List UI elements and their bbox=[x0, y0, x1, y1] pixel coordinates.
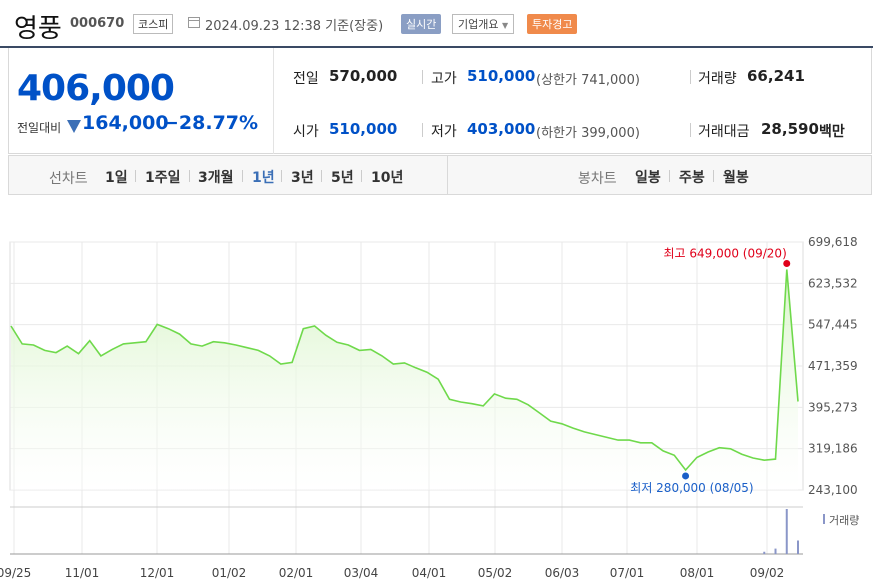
trade-amount-value: 28,590 bbox=[761, 120, 819, 138]
change-amount: 164,000 bbox=[82, 112, 169, 134]
trade-amount-unit: 백만 bbox=[819, 124, 845, 140]
x-tick-label: 06/03 bbox=[545, 566, 580, 580]
volume-bar bbox=[763, 551, 766, 554]
change-percent: −28.77% bbox=[163, 112, 259, 134]
volume-legend-swatch bbox=[823, 514, 825, 524]
company-overview-dropdown[interactable]: 기업개요 ▼ bbox=[452, 14, 515, 34]
price-line bbox=[10, 269, 799, 472]
line-chart-label: 선차트 bbox=[49, 171, 88, 187]
y-tick-label: 243,100 bbox=[808, 483, 858, 497]
stock-name: 영풍 bbox=[14, 14, 62, 44]
chevron-down-icon: ▼ bbox=[501, 21, 509, 30]
divider bbox=[422, 70, 423, 84]
x-tick-label: 11/01 bbox=[65, 566, 100, 580]
down-arrow-icon bbox=[67, 120, 81, 133]
market-badge: 코스피 bbox=[133, 14, 174, 34]
divider bbox=[713, 170, 714, 182]
x-tick-label: 01/02 bbox=[212, 566, 247, 580]
period-3m[interactable]: 3개월 bbox=[198, 170, 234, 186]
min-label: 최저 280,000 (08/05) bbox=[630, 481, 753, 495]
period-5y[interactable]: 5년 bbox=[331, 170, 354, 186]
x-tick-label: 09/02 bbox=[750, 566, 785, 580]
volume-label: 거래량 bbox=[698, 71, 737, 87]
trade-amount-label: 거래대금 bbox=[698, 124, 750, 140]
divider bbox=[690, 123, 691, 137]
divider bbox=[135, 170, 136, 182]
high-label: 고가 bbox=[431, 71, 457, 87]
price-chart: 09/25 11/01 12/01 01/02 02/01 03/04 04/01 05/02… bbox=[0, 235, 859, 580]
divider bbox=[242, 170, 243, 182]
prev-close-label: 전일 bbox=[293, 71, 319, 87]
candle-selector: 봉차트 일봉 주봉 월봉 bbox=[447, 156, 873, 194]
divider bbox=[669, 170, 670, 182]
max-marker bbox=[783, 259, 791, 267]
candle-chart-label: 봉차트 bbox=[578, 171, 617, 187]
candle-daily[interactable]: 일봉 bbox=[635, 170, 661, 186]
divider bbox=[690, 70, 691, 84]
candle-weekly[interactable]: 주봉 bbox=[679, 170, 705, 186]
period-selector: 선차트 1일 1주일 3개월 1년 3년 5년 10년 봉차트 일봉 주봉 월봉 bbox=[8, 155, 872, 195]
high-value: 510,000 bbox=[467, 67, 536, 85]
quote-panel: 406,000 전일대비 164,000 −28.77% 전일 570,000 … bbox=[8, 48, 872, 154]
open-label: 시가 bbox=[293, 124, 319, 140]
stock-header: 영풍 000670 코스피 2024.09.23 12:38 기준(장중) 실시… bbox=[0, 0, 873, 48]
y-tick-label: 699,618 bbox=[808, 235, 858, 249]
divider bbox=[281, 170, 282, 182]
period-10y[interactable]: 10년 bbox=[371, 170, 404, 186]
quote-datetime: 2024.09.23 12:38 기준(장중) bbox=[205, 19, 384, 34]
x-tick-label: 02/01 bbox=[279, 566, 314, 580]
y-tick-label: 471,359 bbox=[808, 359, 858, 373]
realtime-button[interactable]: 실시간 bbox=[401, 14, 442, 34]
prev-close-value: 570,000 bbox=[329, 67, 398, 85]
low-label: 저가 bbox=[431, 124, 457, 140]
y-tick-label: 395,273 bbox=[808, 400, 858, 414]
x-tick-label: 07/01 bbox=[610, 566, 645, 580]
price-summary: 406,000 전일대비 164,000 −28.77% bbox=[9, 48, 274, 154]
x-tick-label: 03/04 bbox=[344, 566, 379, 580]
volume-bar bbox=[785, 509, 788, 554]
low-value: 403,000 bbox=[467, 120, 536, 138]
max-label: 최고 649,000 (09/20) bbox=[663, 246, 786, 260]
volume-value: 66,241 bbox=[747, 67, 805, 85]
upper-limit: (상한가 741,000) bbox=[536, 73, 640, 88]
open-value: 510,000 bbox=[329, 120, 398, 138]
calendar-icon bbox=[188, 17, 200, 28]
candle-monthly[interactable]: 월봉 bbox=[723, 170, 749, 186]
investment-warning-badge[interactable]: 투자경고 bbox=[527, 14, 578, 34]
current-price: 406,000 bbox=[17, 68, 175, 109]
x-tick-label: 12/01 bbox=[140, 566, 175, 580]
y-tick-label: 319,186 bbox=[808, 442, 858, 456]
volume-legend-label: 거래량 bbox=[829, 514, 859, 527]
x-tick-label: 04/01 bbox=[412, 566, 447, 580]
x-tick-label: 08/01 bbox=[680, 566, 715, 580]
x-tick-label: 09/25 bbox=[0, 566, 31, 580]
y-tick-label: 547,445 bbox=[808, 318, 858, 332]
stock-code: 000670 bbox=[70, 16, 125, 31]
divider bbox=[361, 170, 362, 182]
compare-label: 전일대비 bbox=[17, 121, 62, 135]
lower-limit: (하한가 399,000) bbox=[536, 126, 640, 141]
period-1w[interactable]: 1주일 bbox=[145, 170, 181, 186]
volume-bar bbox=[774, 548, 777, 554]
period-1y[interactable]: 1년 bbox=[252, 170, 275, 186]
y-tick-label: 623,532 bbox=[808, 276, 858, 290]
divider bbox=[321, 170, 322, 182]
divider bbox=[189, 170, 190, 182]
divider bbox=[422, 123, 423, 137]
min-marker bbox=[682, 472, 690, 480]
period-3y[interactable]: 3년 bbox=[291, 170, 314, 186]
period-1d[interactable]: 1일 bbox=[105, 170, 128, 186]
company-overview-label: 기업개요 bbox=[458, 18, 499, 31]
volume-bar bbox=[797, 540, 799, 554]
price-area bbox=[11, 269, 798, 490]
x-tick-label: 05/02 bbox=[478, 566, 513, 580]
